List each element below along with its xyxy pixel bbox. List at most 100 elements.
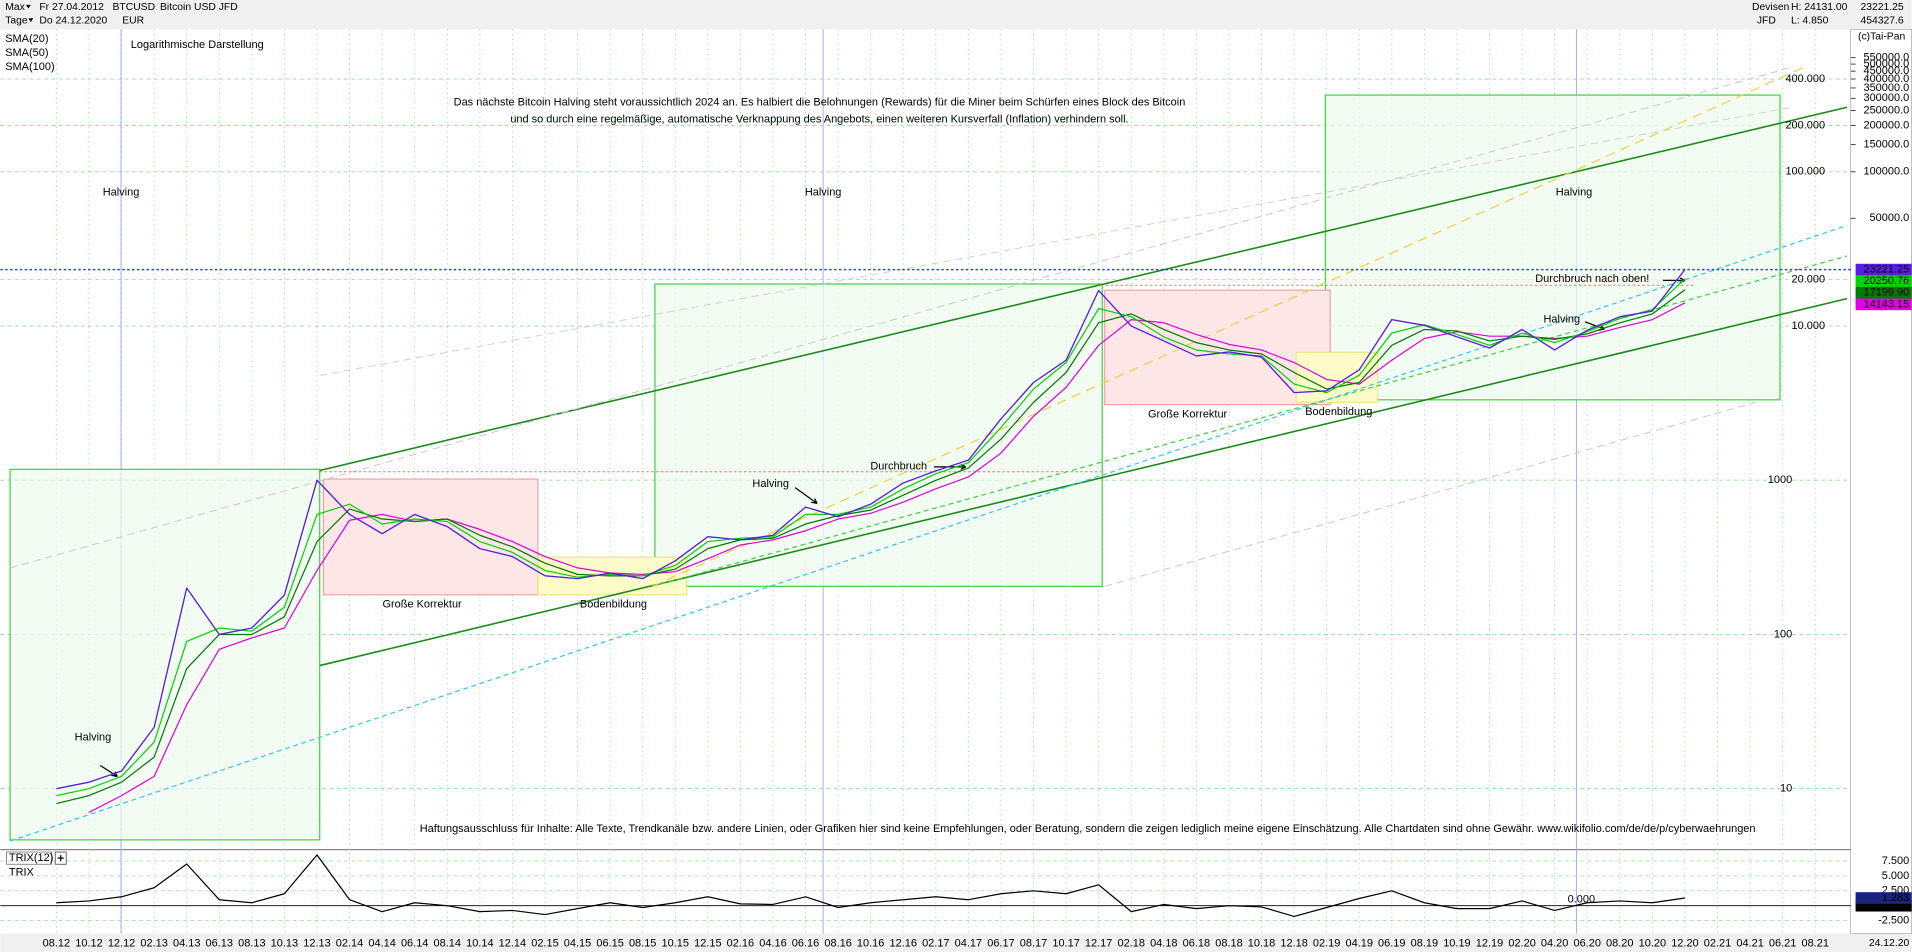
date-to: Do 24.12.2020 (39, 15, 107, 26)
instrument: Bitcoin USD JFD (160, 2, 238, 13)
last-value-box (1855, 275, 1912, 288)
plus-icon[interactable] (57, 855, 64, 862)
trend-line (9, 66, 1793, 569)
annotation: Große Korrektur (382, 598, 462, 610)
y-tick-label: 550000.0 (1863, 52, 1909, 64)
series-line (56, 278, 1686, 797)
trend-line (1104, 401, 1756, 587)
range-dropdown[interactable] (25, 4, 31, 9)
y-tick-label: -2.500 (1878, 914, 1909, 926)
trend-line (652, 66, 1805, 587)
indicator-title: TRIX(12) (9, 852, 54, 864)
series-line (56, 854, 1686, 918)
range-select[interactable]: Max (5, 2, 25, 13)
cycle-box (654, 283, 1103, 587)
x-tick-label: 08.13 (238, 937, 265, 949)
y-tick-label: 150000.0 (1863, 139, 1909, 151)
x-tick-label: 06.18 (1183, 937, 1210, 949)
x-tick-label: 04.16 (759, 937, 786, 949)
y-tick-label: 5.000 (1882, 870, 1909, 882)
x-tick-label: 06.16 (792, 937, 819, 949)
x-tick-label: 06.20 (1573, 937, 1600, 949)
x-tick-label: 04.17 (955, 937, 982, 949)
annotation: Durchbruch nach oben! (1535, 273, 1649, 285)
symbol: BTCUSD (112, 2, 155, 13)
last-value-box (1855, 892, 1912, 904)
x-tick-label: 08.14 (434, 937, 461, 949)
annotation: Das nächste Bitcoin Halving steht voraus… (454, 96, 1186, 108)
cycle-box (9, 468, 321, 841)
right-axis (1850, 28, 1912, 935)
watermark: Logarithmische Darstellung (131, 39, 264, 51)
end-date: 24.12.20 (1869, 938, 1910, 949)
x-tick-label: 06.13 (206, 937, 233, 949)
y-tick-label: 20.000 (1792, 274, 1826, 286)
last-value-label: 17199.90 (1863, 287, 1909, 299)
x-tick-label: 04.21 (1736, 937, 1763, 949)
interval-dropdown[interactable] (28, 18, 34, 22)
y-tick-label: 400000.0 (1863, 73, 1909, 85)
x-tick-label: 10.16 (857, 937, 884, 949)
x-axis-bar (0, 933, 1912, 952)
broker: JFD (1757, 15, 1776, 26)
x-tick-label: 12.16 (890, 937, 917, 949)
last-value-box (1855, 286, 1912, 299)
y-tick-label: 300000.0 (1863, 92, 1909, 104)
toolbar (0, 0, 1912, 30)
annotation: Bodenbildung (580, 598, 647, 610)
y-tick-label: 350000.0 (1863, 82, 1909, 94)
interval-select[interactable]: Tage (5, 15, 28, 26)
x-tick-label: 02.13 (140, 937, 167, 949)
indicator-tab[interactable] (6, 851, 52, 865)
last-value-label: 23221.25 (1863, 264, 1909, 276)
cycle-box (1324, 94, 1781, 401)
x-tick-label: 02.19 (1313, 937, 1340, 949)
y-tick-label: 500000.0 (1863, 58, 1909, 70)
y-tick-label: 400.000 (1785, 73, 1825, 85)
trend-line (319, 297, 1848, 667)
annotation: Halving (1556, 186, 1593, 198)
x-tick-label: 06.19 (1378, 937, 1405, 949)
x-tick-label: 06.14 (401, 937, 428, 949)
legend-entry: SMA(50) (5, 47, 48, 59)
annotation: Halving (103, 186, 140, 198)
y-tick-label: 10 (1780, 782, 1792, 794)
annotation: Große Korrektur (1148, 408, 1228, 420)
x-tick-label: 10.14 (466, 937, 493, 949)
y-tick-label: 450000.0 (1863, 65, 1909, 77)
annotation: Halving (1544, 313, 1581, 325)
x-tick-label: 02.18 (1118, 937, 1145, 949)
x-tick-label: 02.14 (336, 937, 363, 949)
x-tick-label: 12.20 (1671, 937, 1698, 949)
annotation: Halving (752, 478, 789, 490)
legend-entry: SMA(20) (5, 33, 48, 45)
correction-box (322, 478, 539, 596)
x-tick-label: 12.17 (1085, 937, 1112, 949)
x-tick-label: 12.15 (694, 937, 721, 949)
x-tick-label: 12.18 (1280, 937, 1307, 949)
last-value-label: 14143.15 (1863, 298, 1909, 310)
x-tick-label: 06.15 (596, 937, 623, 949)
y-tick-label: 100 (1774, 628, 1792, 640)
legend-entry: TRIX (9, 867, 35, 879)
series-line (88, 302, 1686, 813)
last-value-box (1855, 298, 1912, 311)
x-tick-label: 10.12 (75, 937, 102, 949)
x-tick-label: 12.14 (499, 937, 526, 949)
y-tick-label: 100000.0 (1863, 166, 1909, 178)
y-tick-label: 50000.0 (1870, 212, 1910, 224)
legend-entry: SMA(100) (5, 61, 54, 73)
x-tick-label: 04.19 (1346, 937, 1373, 949)
x-tick-label: 08.19 (1411, 937, 1438, 949)
last-value-box (1855, 263, 1912, 276)
annotation: Halving (805, 186, 842, 198)
y-tick-label: 10.000 (1792, 320, 1826, 332)
x-tick-label: 08.15 (629, 937, 656, 949)
date-from: Fr 27.04.2012 (39, 2, 104, 13)
x-tick-label: 06.17 (987, 937, 1014, 949)
y-tick-label: 7.500 (1882, 855, 1909, 867)
volume: 454327.6 (1860, 15, 1903, 26)
x-tick-label: 04.14 (368, 937, 395, 949)
